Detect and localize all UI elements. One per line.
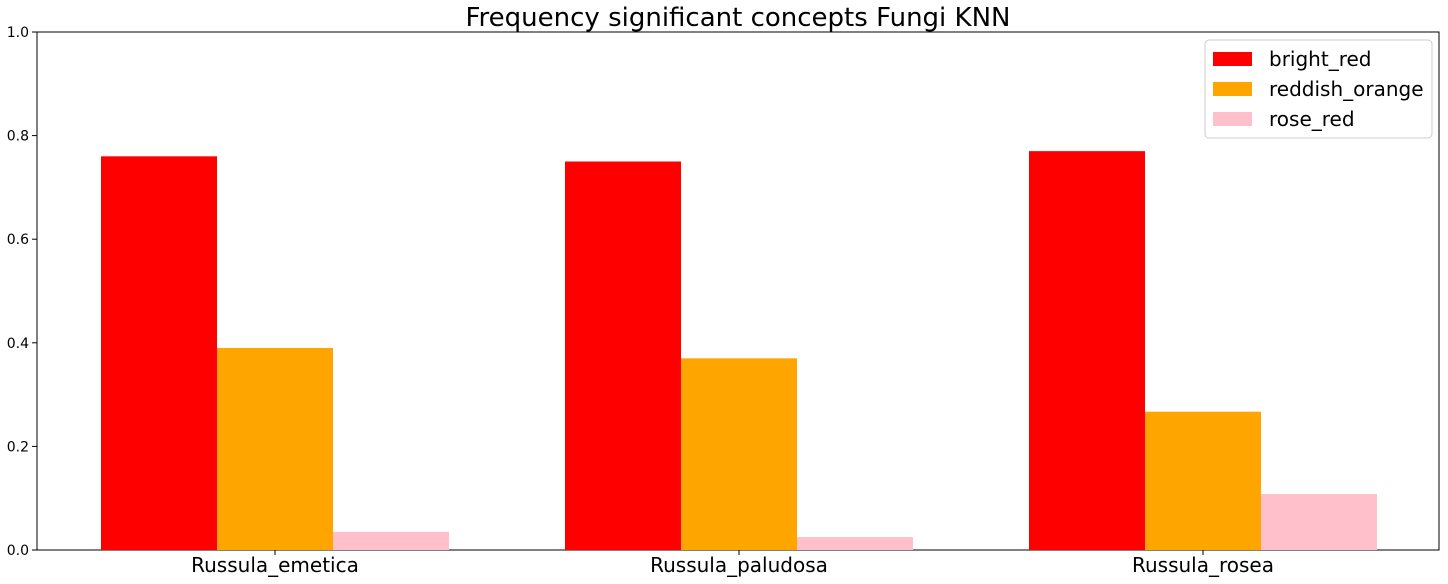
bar-bright_red-Russula_rosea [1029,151,1145,550]
legend-label-reddish_orange: reddish_orange [1269,77,1424,101]
legend-label-bright_red: bright_red [1269,47,1371,71]
legend: bright_red reddish_orange rose_red [1204,39,1433,139]
legend-swatch-reddish_orange [1213,82,1252,96]
bar-rose_red-Russula_rosea [1261,494,1377,550]
bar-bright_red-Russula_emetica [101,156,217,550]
legend-box [1204,39,1433,139]
x-tick-label: Russula_rosea [1132,553,1274,577]
x-tick-label: Russula_emetica [191,553,359,577]
legend-label-rose_red: rose_red [1269,107,1355,131]
y-tick-label: 0.2 [7,439,29,455]
bar-bright_red-Russula_paludosa [565,161,681,550]
y-tick-label: 0.8 [7,129,29,145]
legend-swatch-bright_red [1213,52,1252,66]
x-tick-label: Russula_paludosa [650,553,828,577]
y-tick-label: 0.6 [7,232,29,248]
bar-reddish_orange-Russula_rosea [1145,411,1261,550]
bar-reddish_orange-Russula_paludosa [681,358,797,550]
x-axis: Russula_emetica Russula_paludosa Russula_r… [191,550,1274,577]
bar-rose_red-Russula_paludosa [797,537,913,550]
chart-title: Frequency significant concepts Fungi KNN [465,3,1010,33]
y-tick-label: 1.0 [7,25,29,41]
y-tick-label: 0.0 [7,543,29,559]
y-axis: 0.0 0.2 0.4 0.6 0.8 1.0 [7,25,37,559]
legend-swatch-rose_red [1213,112,1252,126]
y-tick-label: 0.4 [7,336,29,352]
bar-reddish_orange-Russula_emetica [217,347,333,550]
bars-group [101,151,1377,550]
bar-rose_red-Russula_emetica [333,531,449,550]
